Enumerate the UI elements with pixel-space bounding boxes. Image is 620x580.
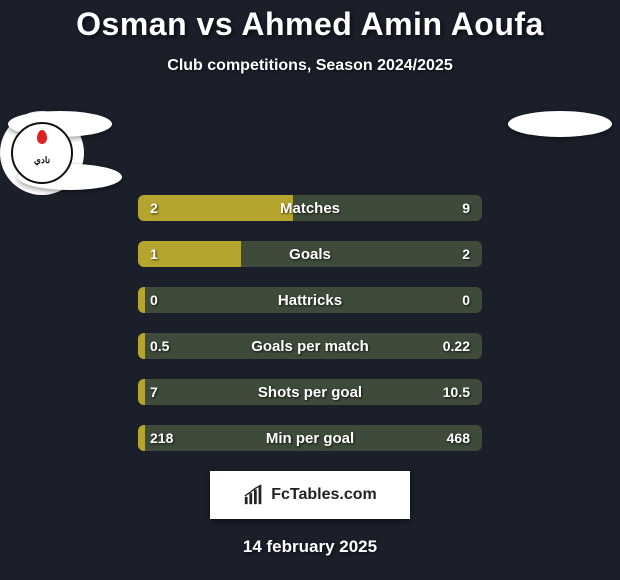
stat-row: 0.50.22Goals per match [138, 333, 482, 359]
stat-label: Goals per match [138, 333, 482, 359]
stats-area: نادي 29Matches 12Goals 00Hattricks 0.50.22G… [0, 111, 620, 451]
player2-logo-a [508, 111, 612, 137]
date-label: 14 february 2025 [0, 537, 620, 557]
stat-label: Shots per goal [138, 379, 482, 405]
subtitle: Club competitions, Season 2024/2025 [0, 57, 620, 75]
watermark-text: FcTables.com [271, 486, 377, 504]
stat-bars: 29Matches 12Goals 00Hattricks 0.50.22Goals … [138, 195, 482, 451]
stat-row: 12Goals [138, 241, 482, 267]
page-title: Osman vs Ahmed Amin Aoufa [0, 6, 620, 43]
comparison-card: Osman vs Ahmed Amin Aoufa Club competiti… [0, 0, 620, 580]
stat-row: 29Matches [138, 195, 482, 221]
club-badge-text: نادي [34, 155, 50, 166]
stat-row: 00Hattricks [138, 287, 482, 313]
flame-icon [37, 130, 47, 144]
stat-label: Min per goal [138, 425, 482, 451]
stat-label: Goals [138, 241, 482, 267]
club-badge-icon: نادي [11, 122, 73, 184]
stat-row: 710.5Shots per goal [138, 379, 482, 405]
stat-row: 218468Min per goal [138, 425, 482, 451]
chart-icon [243, 484, 265, 506]
watermark: FcTables.com [210, 471, 410, 519]
stat-label: Matches [138, 195, 482, 221]
stat-label: Hattricks [138, 287, 482, 313]
